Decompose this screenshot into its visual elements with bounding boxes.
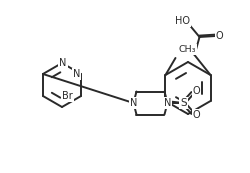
Text: O: O [193,110,200,120]
Text: N: N [130,98,137,108]
Text: Br: Br [62,91,73,101]
Text: N: N [164,98,171,108]
Text: O: O [216,31,223,41]
Text: CH₃: CH₃ [178,45,196,54]
Text: N: N [73,69,80,79]
Text: N: N [59,58,67,68]
Text: O: O [193,86,200,96]
Text: S: S [180,98,187,108]
Text: HO: HO [175,16,190,26]
